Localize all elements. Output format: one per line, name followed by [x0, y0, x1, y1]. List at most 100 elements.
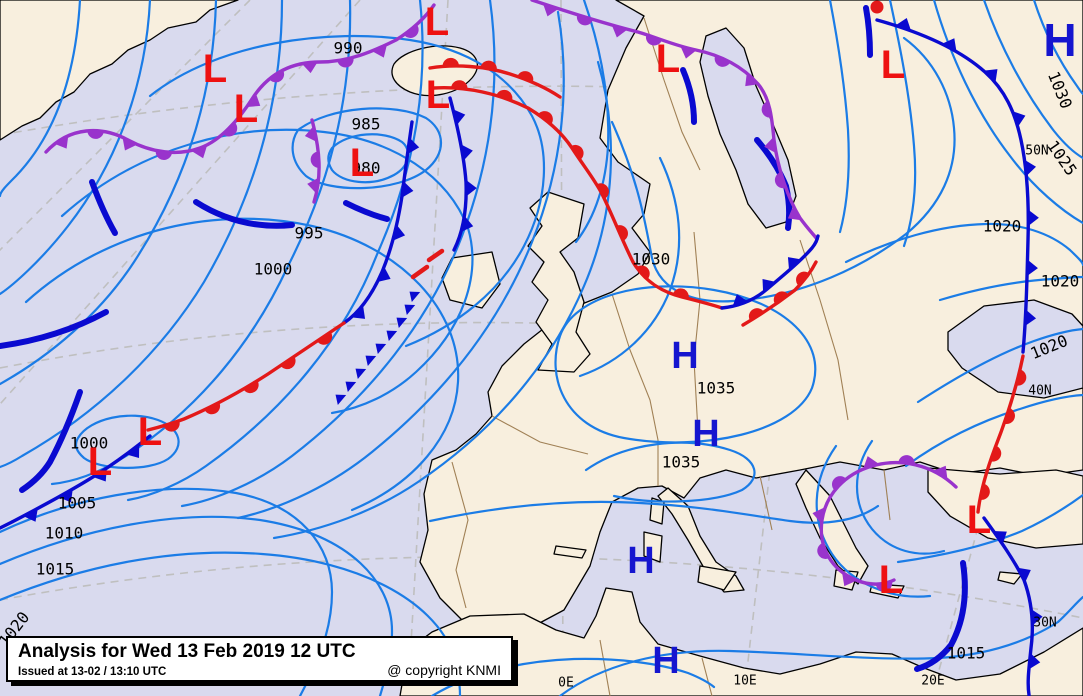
isobar-1035 — [554, 285, 817, 444]
warm-front-semicircle-symbol — [570, 144, 584, 160]
turkey-landmass — [927, 467, 1083, 549]
low-pressure-center: L — [967, 498, 991, 542]
occluded-front-semicircle-symbol — [404, 24, 419, 38]
warm-front-semicircle-symbol — [979, 483, 990, 500]
warm-front-line — [146, 321, 346, 432]
isobar-line — [428, 500, 880, 524]
cold-front-triangle-symbol — [460, 144, 473, 161]
occluded-front-semicircle-symbol — [87, 130, 104, 139]
isobar-line — [236, 10, 565, 520]
occluded-front-triangle-symbol — [371, 44, 387, 58]
cold-front-triangle-symbol — [942, 38, 957, 52]
isobar-995 — [60, 128, 474, 415]
trough-line — [680, 67, 697, 125]
warm-front-semicircle-symbol — [480, 60, 497, 71]
isobar-line — [888, 0, 917, 248]
occluded-front-line — [44, 3, 436, 155]
isobar-1030 — [610, 36, 956, 303]
isobar-line — [828, 0, 850, 234]
occluded-front-triangle-symbol — [863, 456, 879, 469]
low-pressure-center: L — [879, 558, 903, 602]
occluded-front — [44, 3, 436, 160]
occluded-front-triangle-symbol — [543, 3, 559, 17]
occluded-front-triangle-symbol — [246, 93, 261, 107]
isobar-line — [904, 393, 1083, 468]
cyprus-island — [997, 571, 1023, 585]
high-pressure-center: H — [627, 540, 654, 582]
cold-front — [982, 516, 1043, 696]
sardinia-island — [643, 531, 663, 563]
cold-front-triangle-symbol — [993, 530, 1007, 545]
cold-front-triangle-symbol — [461, 215, 474, 232]
meridian-line — [0, 0, 361, 406]
isobar-value-label: 1000 — [70, 434, 109, 453]
trough-line — [193, 199, 295, 229]
occluded-front-triangle-symbol — [304, 125, 317, 142]
warm-front-semicircle-symbol — [163, 420, 180, 432]
graticule-coordinate-label: 30N — [1033, 616, 1056, 631]
warm-front-semicircle-symbol — [442, 57, 459, 67]
trough-line — [343, 200, 390, 222]
warm-front — [146, 321, 346, 432]
issued-timestamp: Issued at 13-02 / 13:10 UTC — [18, 666, 167, 678]
occluded-front-semicircle-symbol — [832, 476, 846, 491]
isobar-value-label: 990 — [334, 39, 363, 58]
graticule-coordinate-label: 50N — [1025, 144, 1048, 159]
detached-cold-front-triangles — [335, 291, 421, 405]
warm-front-semicircle-symbol — [204, 402, 221, 415]
cold-front-triangle-symbol — [375, 343, 387, 354]
occluded-front-semicircle-symbol — [155, 150, 173, 160]
occluded-front — [530, 0, 819, 241]
warm-front-semicircle-symbol — [243, 380, 259, 394]
cold-front-triangle-symbol — [345, 381, 357, 392]
cold-front-triangle-symbol — [762, 278, 776, 293]
isobar-line — [896, 493, 1083, 564]
graticule-coordinate-label: 20E — [921, 674, 944, 689]
warm-front-dash — [426, 248, 445, 263]
labels-layer: 9909859809951000100010051010101510301035… — [0, 39, 1081, 691]
isobar-line — [0, 0, 218, 386]
cold-front — [448, 96, 477, 252]
occluded-front-semicircle-symbol — [337, 57, 354, 68]
cold-front — [0, 434, 152, 530]
trough-line — [89, 179, 118, 236]
high-pressure-center: H — [692, 413, 719, 455]
cold-front-line — [0, 434, 152, 530]
isobar-line — [0, 0, 152, 296]
isobar-value-label: 1000 — [254, 260, 293, 279]
cold-front-triangle-symbol — [1012, 111, 1026, 127]
cold-front-triangle-symbol — [984, 69, 998, 83]
greece-landmass — [795, 469, 869, 585]
cold-front-triangle-symbol — [351, 305, 366, 319]
occluded-front-triangle-symbol — [122, 137, 138, 151]
cold-front-triangle-symbol — [23, 508, 38, 522]
occluded-front-triangle-symbol — [611, 25, 628, 38]
isobar-1020 — [844, 222, 1083, 267]
cold-front-triangle-symbol — [1027, 259, 1038, 277]
cold-front-triangle-symbol — [392, 224, 406, 241]
cold-front-triangle-symbol — [895, 18, 912, 31]
isobar-value-label: 1020 — [1041, 272, 1080, 291]
warm-front-semicircle-symbol — [517, 71, 534, 83]
sicily-island — [697, 565, 737, 591]
trough-line — [0, 309, 109, 349]
occluded-front-triangle-symbol — [307, 177, 320, 194]
cold-front-line — [982, 516, 1034, 696]
parallel-line — [0, 321, 1083, 389]
isobar-1035 — [584, 441, 756, 503]
occluded-front-semicircle-symbol — [223, 122, 238, 137]
cold-front-triangle-symbol — [1024, 159, 1037, 177]
occluded-front-triangle-symbol — [933, 465, 948, 480]
isobar-980 — [327, 133, 410, 184]
isobar-1000 — [74, 414, 180, 469]
occluded-front-triangle-symbol — [812, 507, 825, 524]
isobar-value-label: 1020 — [983, 217, 1022, 236]
isobar-value-label: 980 — [352, 159, 381, 178]
trough-line — [19, 389, 83, 493]
high-pressure-center: H — [671, 335, 698, 377]
warm-front-semicircle-symbol — [635, 265, 650, 280]
warm-front-semicircle-symbol — [616, 225, 628, 241]
isobar-value-label: 1015 — [947, 644, 986, 663]
occluded-front-line — [819, 460, 958, 586]
